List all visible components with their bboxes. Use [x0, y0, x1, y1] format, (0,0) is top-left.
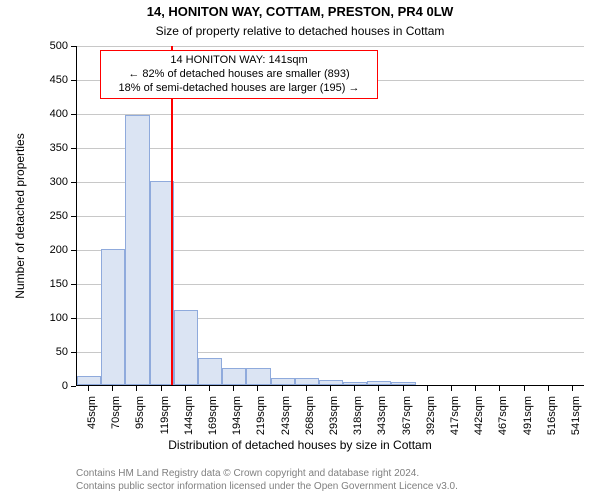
histogram-bar: [101, 249, 125, 385]
histogram-bar: [319, 380, 343, 385]
x-tick: [548, 386, 549, 391]
x-tick-label: 367sqm: [401, 396, 413, 435]
x-tick: [524, 386, 525, 391]
x-tick-label: 516sqm: [546, 396, 558, 435]
y-tick: [71, 216, 76, 217]
y-tick-label: 500: [38, 40, 68, 52]
annotation-line: 14 HONITON WAY: 141sqm: [107, 54, 371, 68]
histogram-bar: [367, 381, 391, 385]
y-axis-label: Number of detached properties: [13, 133, 27, 298]
y-tick-label: 300: [38, 176, 68, 188]
x-tick-label: 194sqm: [231, 396, 243, 435]
footer-line: Contains HM Land Registry data © Crown c…: [76, 468, 458, 481]
gridline: [77, 148, 584, 149]
x-tick: [354, 386, 355, 391]
y-tick-label: 50: [38, 346, 68, 358]
x-tick: [475, 386, 476, 391]
x-tick: [161, 386, 162, 391]
footer-line: Contains public sector information licen…: [76, 481, 458, 494]
histogram-bar: [198, 358, 222, 385]
histogram-bar: [174, 310, 198, 385]
histogram-bar: [246, 368, 270, 385]
x-tick-label: 70sqm: [110, 396, 122, 429]
y-tick: [71, 250, 76, 251]
chart-subtitle: Size of property relative to detached ho…: [0, 24, 600, 38]
histogram-bar: [271, 378, 295, 385]
annotation-box: 14 HONITON WAY: 141sqm ← 82% of detached…: [100, 50, 378, 99]
x-tick-label: 293sqm: [328, 396, 340, 435]
y-tick: [71, 284, 76, 285]
histogram-bar: [77, 376, 101, 385]
chart-title: 14, HONITON WAY, COTTAM, PRESTON, PR4 0L…: [0, 4, 600, 19]
x-tick: [136, 386, 137, 391]
y-tick: [71, 114, 76, 115]
y-tick-label: 0: [38, 380, 68, 392]
y-tick: [71, 46, 76, 47]
x-tick-label: 144sqm: [183, 396, 195, 435]
x-tick: [427, 386, 428, 391]
x-tick: [403, 386, 404, 391]
x-tick-label: 45sqm: [86, 396, 98, 429]
histogram-bar: [222, 368, 246, 385]
x-tick-label: 219sqm: [255, 396, 267, 435]
y-tick-label: 150: [38, 278, 68, 290]
y-tick: [71, 182, 76, 183]
x-tick: [185, 386, 186, 391]
x-tick-label: 119sqm: [159, 396, 171, 434]
y-tick-label: 200: [38, 244, 68, 256]
histogram-bar: [125, 115, 149, 385]
x-tick-label: 392sqm: [425, 396, 437, 435]
y-tick-label: 100: [38, 312, 68, 324]
y-tick-label: 450: [38, 74, 68, 86]
histogram-bar: [391, 382, 415, 385]
x-tick: [451, 386, 452, 391]
histogram-chart: 14, HONITON WAY, COTTAM, PRESTON, PR4 0L…: [0, 0, 600, 500]
x-tick-label: 243sqm: [280, 396, 292, 435]
x-tick-label: 417sqm: [449, 396, 461, 435]
gridline: [77, 114, 584, 115]
x-tick-label: 541sqm: [570, 396, 582, 435]
x-tick-label: 442sqm: [473, 396, 485, 435]
y-tick: [71, 80, 76, 81]
y-tick: [71, 386, 76, 387]
x-tick: [330, 386, 331, 391]
x-tick-label: 268sqm: [304, 396, 316, 435]
x-tick-label: 343sqm: [376, 396, 388, 435]
y-tick-label: 400: [38, 108, 68, 120]
x-tick-label: 318sqm: [352, 396, 364, 435]
x-tick: [499, 386, 500, 391]
x-tick: [209, 386, 210, 391]
x-tick: [572, 386, 573, 391]
y-tick: [71, 148, 76, 149]
x-tick: [306, 386, 307, 391]
x-tick: [282, 386, 283, 391]
y-tick: [71, 352, 76, 353]
gridline: [77, 46, 584, 47]
x-axis-label: Distribution of detached houses by size …: [0, 438, 600, 452]
y-tick-label: 250: [38, 210, 68, 222]
annotation-line: 18% of semi-detached houses are larger (…: [107, 82, 371, 96]
x-tick: [112, 386, 113, 391]
annotation-line: ← 82% of detached houses are smaller (89…: [107, 68, 371, 82]
y-tick: [71, 318, 76, 319]
x-tick: [257, 386, 258, 391]
x-tick: [233, 386, 234, 391]
histogram-bar: [295, 378, 319, 385]
x-tick-label: 95sqm: [134, 396, 146, 429]
histogram-bar: [343, 382, 367, 385]
x-tick-label: 467sqm: [497, 396, 509, 435]
footer-attribution: Contains HM Land Registry data © Crown c…: [76, 468, 458, 493]
x-tick: [378, 386, 379, 391]
x-tick-label: 491sqm: [522, 396, 534, 435]
x-tick-label: 169sqm: [207, 396, 219, 435]
y-tick-label: 350: [38, 142, 68, 154]
x-tick: [88, 386, 89, 391]
